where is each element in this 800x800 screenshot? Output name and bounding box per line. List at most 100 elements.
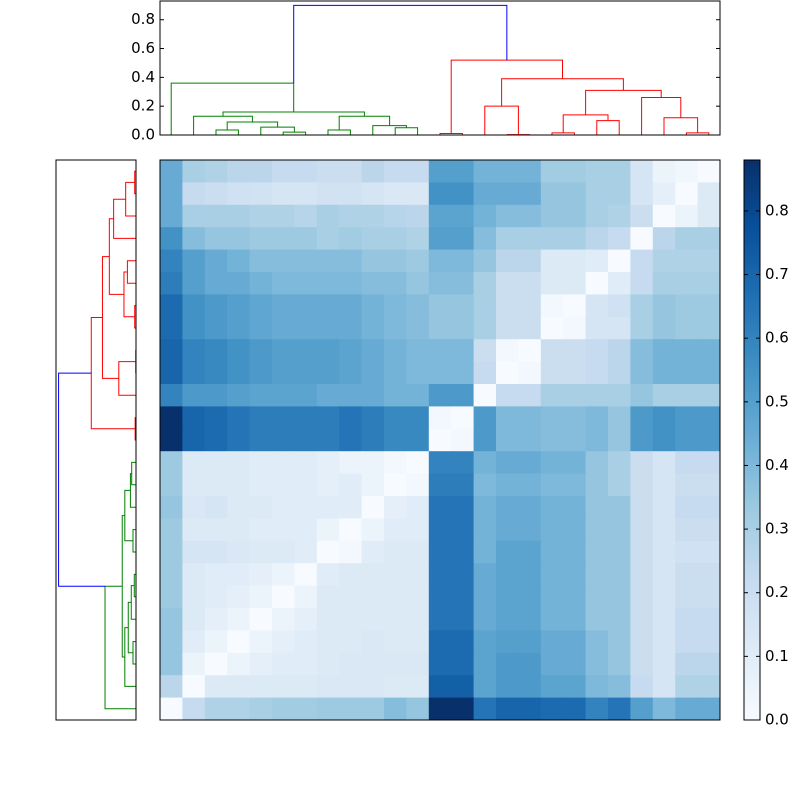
- heatmap-cell: [473, 608, 497, 631]
- heatmap-cell: [361, 473, 385, 497]
- heatmap-cell: [384, 496, 407, 519]
- heatmap-cell: [563, 316, 587, 340]
- heatmap-cell: [294, 540, 318, 564]
- dendrogram-link: [450, 59, 563, 134]
- heatmap-cell: [227, 697, 251, 721]
- heatmap-cell: [384, 630, 407, 654]
- heatmap-cell: [630, 675, 654, 699]
- dendrogram-link: [134, 170, 136, 195]
- heatmap-cell: [675, 608, 699, 631]
- heatmap-cell: [563, 697, 587, 721]
- heatmap-cell: [204, 160, 228, 183]
- heatmap-cell: [697, 249, 721, 273]
- heatmap-cell: [361, 630, 385, 654]
- heatmap-cell: [294, 608, 318, 631]
- heatmap-cell: [675, 406, 699, 430]
- heatmap-cell: [316, 384, 340, 407]
- heatmap-cell: [160, 361, 183, 385]
- heatmap-cell: [272, 316, 295, 340]
- dendrogram-link: [394, 127, 419, 135]
- heatmap-cell: [451, 518, 475, 542]
- heatmap-cell: [361, 697, 385, 721]
- heatmap-cell: [294, 518, 318, 542]
- heatmap-cell: [204, 652, 228, 676]
- heatmap-cell: [608, 451, 631, 475]
- heatmap-cell: [406, 518, 430, 542]
- heatmap-cell: [204, 518, 228, 542]
- heatmap-cell: [697, 316, 721, 340]
- heatmap-cell: [227, 428, 251, 452]
- heatmap-cell: [227, 563, 251, 587]
- heatmap-cell: [563, 451, 587, 475]
- heatmap-cell: [316, 630, 340, 654]
- heatmap-cell: [540, 406, 564, 430]
- heatmap-cell: [608, 339, 631, 363]
- heatmap-cell: [563, 428, 587, 452]
- colorbar-tick-label: 0.6: [765, 329, 789, 347]
- heatmap-cell: [361, 361, 385, 385]
- colorbar-tick-label: 0.2: [765, 583, 789, 601]
- heatmap-cell: [630, 227, 654, 251]
- heatmap-cell: [182, 339, 206, 363]
- heatmap-cell: [272, 361, 295, 385]
- heatmap-cell: [160, 249, 183, 273]
- heatmap-cell: [227, 585, 251, 609]
- heatmap-cell: [428, 652, 452, 676]
- heatmap-cell: [361, 384, 385, 407]
- heatmap-cell: [361, 608, 385, 631]
- heatmap-cell: [406, 384, 430, 407]
- dendrogram-link: [126, 260, 136, 284]
- heatmap-cell: [428, 563, 452, 587]
- heatmap-cell: [451, 540, 475, 564]
- heatmap-cell: [563, 630, 587, 654]
- heatmap-cell: [272, 518, 295, 542]
- heatmap-cell: [451, 428, 475, 452]
- dendrogram-link: [293, 4, 508, 84]
- heatmap-cell: [294, 227, 318, 251]
- heatmap-cell: [652, 630, 676, 654]
- heatmap-cell: [294, 339, 318, 363]
- heatmap-cell: [294, 361, 318, 385]
- heatmap-cell: [384, 585, 407, 609]
- heatmap-cell: [227, 496, 251, 519]
- heatmap-cell: [272, 339, 295, 363]
- heatmap-cell: [204, 697, 228, 721]
- heatmap-cell: [204, 540, 228, 564]
- heatmap-cell: [249, 608, 273, 631]
- heatmap-cell: [249, 496, 273, 519]
- heatmap-cell: [496, 160, 519, 183]
- heatmap-cell: [339, 608, 363, 631]
- heatmap-cell: [518, 608, 542, 631]
- heatmap-cell: [563, 675, 587, 699]
- heatmap-cell: [361, 406, 385, 430]
- heatmap-cell: [496, 316, 519, 340]
- heatmap-cell: [518, 339, 542, 363]
- heatmap-cell: [227, 249, 251, 273]
- heatmap-cell: [361, 272, 385, 295]
- heatmap-cell: [316, 204, 340, 228]
- heatmap-cell: [540, 608, 564, 631]
- heatmap-cell: [406, 451, 430, 475]
- dendrogram-link: [338, 115, 391, 130]
- heatmap-cell: [540, 182, 564, 206]
- heatmap-cell: [316, 675, 340, 699]
- heatmap-cell: [294, 249, 318, 273]
- heatmap-cell: [204, 630, 228, 654]
- heatmap-cell: [316, 294, 340, 318]
- heatmap-cell: [675, 675, 699, 699]
- heatmap-cell: [540, 675, 564, 699]
- heatmap-cell: [384, 272, 407, 295]
- heatmap-cell: [339, 540, 363, 564]
- heatmap-cell: [384, 518, 407, 542]
- heatmap-cell: [294, 294, 318, 318]
- colorbar-tick-label: 0.4: [765, 456, 789, 474]
- heatmap-cell: [361, 540, 385, 564]
- heatmap-cell: [384, 473, 407, 497]
- heatmap-cell: [563, 227, 587, 251]
- heatmap-cell: [540, 585, 564, 609]
- heatmap-cell: [697, 608, 721, 631]
- heatmap-cell: [675, 384, 699, 407]
- heatmap-cell: [496, 272, 519, 295]
- heatmap-cell: [630, 339, 654, 363]
- heatmap-cell: [406, 160, 430, 183]
